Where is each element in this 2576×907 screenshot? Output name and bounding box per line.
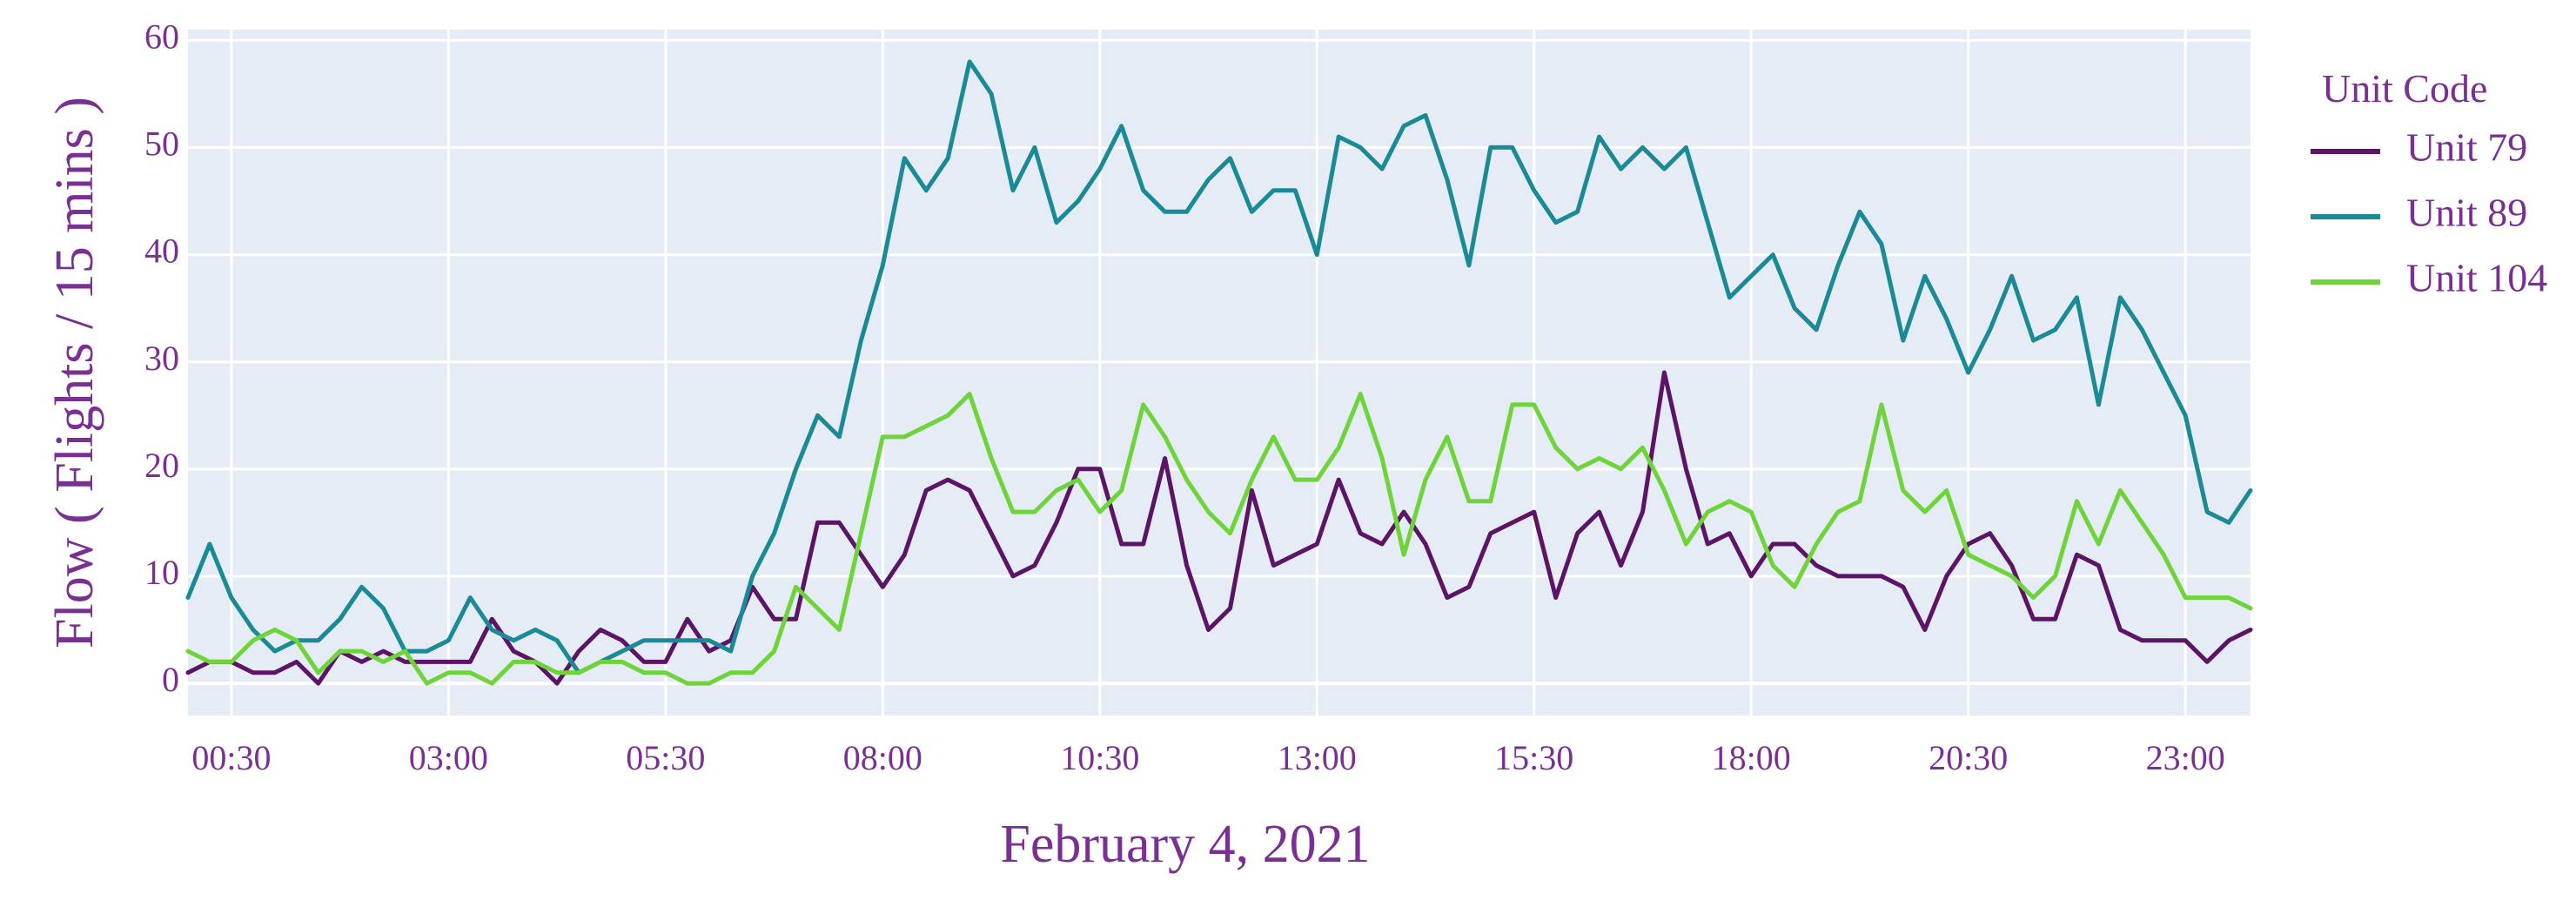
legend: Unit Code Unit 79 Unit 89 Unit 104 [2311,66,2547,300]
series-lines [185,59,2253,686]
x-tick-label: 00:30 [191,738,271,777]
y-tick-label: 30 [144,339,179,378]
legend-label: Unit 89 [2406,191,2527,235]
x-tick-label: 23:00 [2146,738,2225,777]
x-tick-label: 10:30 [1060,738,1139,777]
legend-label: Unit 79 [2406,125,2527,170]
grid-lines [188,30,2251,716]
y-tick-label: 40 [144,232,179,271]
y-tick-label: 60 [144,17,179,56]
x-axis-ticks: 00:30 03:00 05:30 08:00 10:30 13:00 15:30 18:00… [191,738,2224,777]
legend-items: Unit 79 Unit 89 Unit 104 [2311,125,2547,300]
x-tick-label: 03:00 [409,738,488,777]
x-tick-label: 20:30 [1929,738,2008,777]
series-line-unit-104 [185,392,2253,686]
x-tick-label: 08:00 [843,738,922,777]
x-tick-label: 05:30 [626,738,705,777]
x-axis-title: February 4, 2021 [1000,815,1370,874]
x-tick-label: 18:00 [1712,738,1791,777]
legend-label: Unit 104 [2406,256,2547,300]
legend-title: Unit Code [2322,66,2487,111]
y-tick-label: 20 [144,446,179,485]
y-tick-label: 50 [144,124,179,164]
series-line-unit-89 [185,59,2253,675]
y-axis-title: Flow ( Flights / 15 mins ) [45,97,104,648]
plot-area-background [188,30,2251,716]
y-tick-label: 10 [144,553,179,592]
y-tick-label: 0 [162,660,179,699]
x-tick-label: 15:30 [1494,738,1573,777]
y-axis-ticks: 0 10 20 30 40 50 60 [144,17,179,699]
x-tick-label: 13:00 [1278,738,1357,777]
